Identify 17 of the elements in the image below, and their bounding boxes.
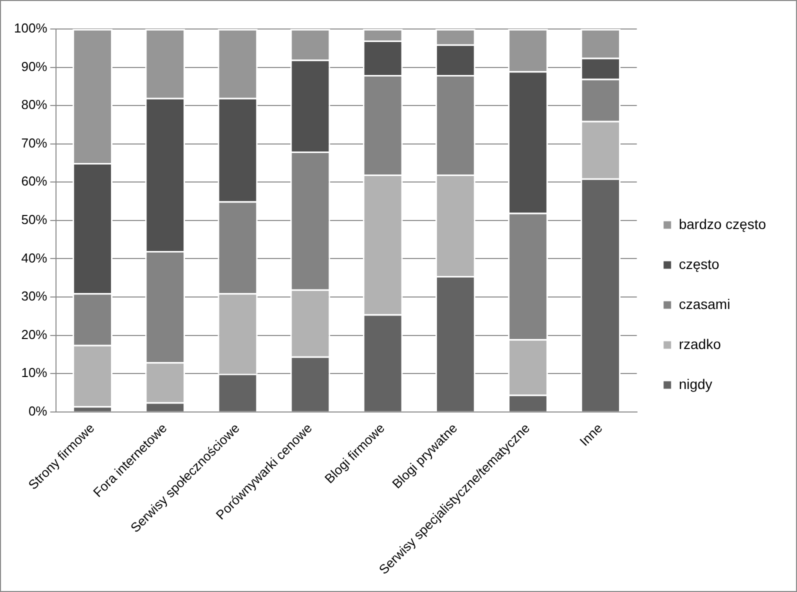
y-tick-label: 10% (21, 365, 48, 380)
y-tick-label: 30% (21, 288, 48, 304)
y-tick-label: 60% (21, 174, 48, 189)
legend-label: nigdy (678, 376, 712, 392)
y-tick-label: 20% (21, 326, 48, 342)
y-tick-label: 50% (21, 212, 48, 228)
legend-label: często (678, 256, 720, 272)
legend-label: bardzo często (678, 216, 766, 232)
legend-label: rzadko (678, 336, 722, 352)
x-tick-label: Inne (576, 420, 606, 449)
y-tick-label: 80% (21, 97, 48, 112)
y-tick-label: 100% (14, 20, 48, 36)
y-tick-label: 40% (21, 250, 48, 266)
y-tick-label: 70% (21, 135, 48, 150)
y-tick-label: 90% (21, 58, 48, 74)
y-tick-label: 0% (28, 403, 48, 418)
legend-label: czasami (678, 296, 730, 312)
